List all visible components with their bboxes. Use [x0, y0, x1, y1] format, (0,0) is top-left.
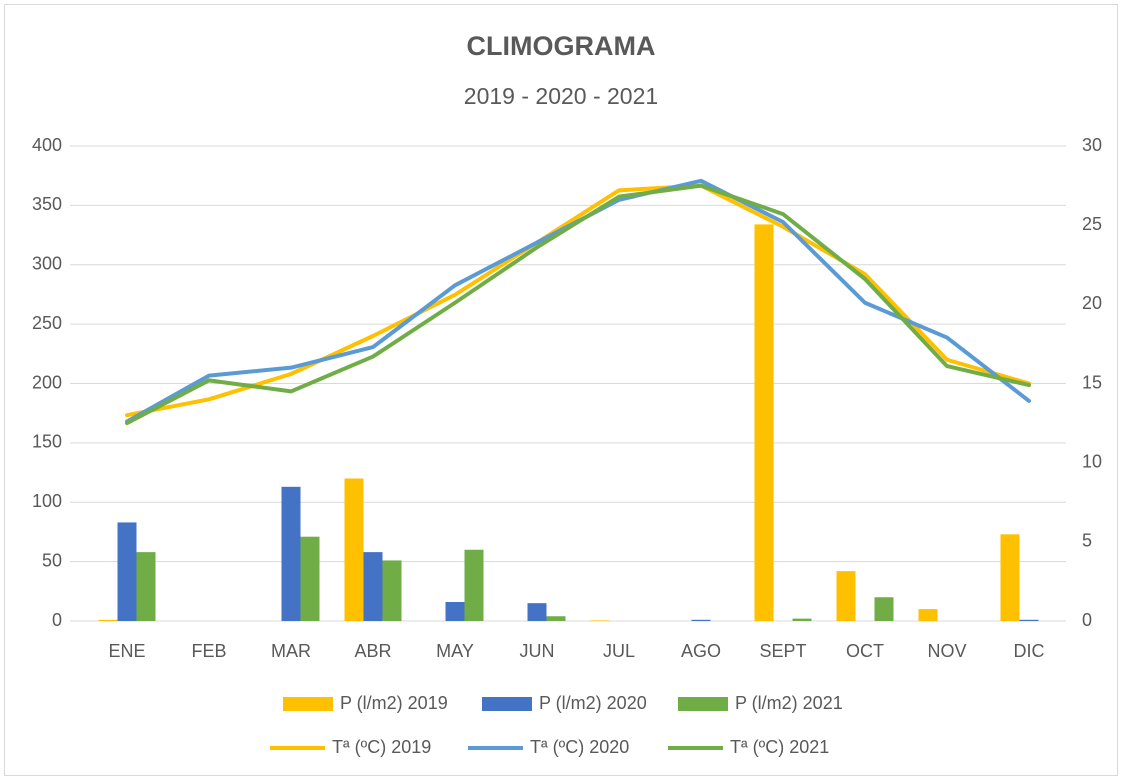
x-tick-label: NOV [927, 641, 966, 661]
y2-tick-label: 15 [1082, 372, 1102, 392]
legend-swatch [678, 697, 728, 711]
bar [464, 549, 484, 621]
line [125, 183, 1031, 426]
bar [445, 602, 465, 621]
bar [874, 597, 894, 621]
bar [754, 224, 774, 621]
legend-label: P (l/m2) 2021 [735, 693, 843, 713]
bar [590, 620, 610, 621]
y2-tick-label: 20 [1082, 293, 1102, 313]
legend-swatch [482, 697, 532, 711]
bar [363, 552, 383, 621]
x-tick-label: AGO [681, 641, 721, 661]
y-tick-label: 150 [32, 432, 62, 452]
bar [918, 609, 938, 621]
x-tick-label: SEPT [759, 641, 806, 661]
bar [136, 552, 156, 621]
bar [691, 619, 711, 621]
bar [98, 619, 118, 621]
bar [1019, 619, 1039, 621]
legend-label: P (l/m2) 2020 [539, 693, 647, 713]
y-tick-label: 200 [32, 372, 62, 392]
y-tick-label: 50 [42, 550, 62, 570]
y2-tick-label: 0 [1082, 610, 1092, 630]
y-tick-label: 300 [32, 254, 62, 274]
x-tick-label: MAY [436, 641, 474, 661]
bar [546, 616, 566, 621]
line [125, 183, 1031, 418]
x-tick-label: FEB [191, 641, 226, 661]
x-tick-label: JUL [603, 641, 635, 661]
bar [1000, 534, 1020, 621]
y2-tick-label: 5 [1082, 531, 1092, 551]
bar [344, 478, 364, 621]
x-tick-label: ENE [108, 641, 145, 661]
bar [382, 560, 402, 621]
legend-label: Tª (ºC) 2020 [530, 737, 629, 757]
x-tick-label: JUN [520, 641, 555, 661]
x-tick-label: ABR [354, 641, 391, 661]
x-tick-label: MAR [271, 641, 311, 661]
y-tick-label: 100 [32, 491, 62, 511]
legend-label: P (l/m2) 2019 [340, 693, 448, 713]
bar [792, 618, 812, 621]
chart-subtitle: 2019 - 2020 - 2021 [464, 83, 658, 109]
x-tick-label: OCT [846, 641, 884, 661]
legend-label: Tª (ºC) 2021 [730, 737, 829, 757]
bar [281, 486, 301, 621]
y2-tick-label: 30 [1082, 135, 1102, 155]
y-tick-label: 400 [32, 135, 62, 155]
y-tick-label: 350 [32, 194, 62, 214]
legend-swatch [283, 697, 333, 711]
y2-tick-label: 10 [1082, 451, 1102, 471]
chart-title: CLIMOGRAMA [467, 31, 656, 61]
bar [117, 522, 137, 621]
y2-tick-label: 25 [1082, 214, 1102, 234]
bar [300, 536, 320, 621]
bar [836, 571, 856, 621]
x-tick-label: DIC [1014, 641, 1045, 661]
legend-label: Tª (ºC) 2019 [332, 737, 431, 757]
y-tick-label: 0 [52, 610, 62, 630]
bar [527, 603, 547, 621]
y-tick-label: 250 [32, 313, 62, 333]
